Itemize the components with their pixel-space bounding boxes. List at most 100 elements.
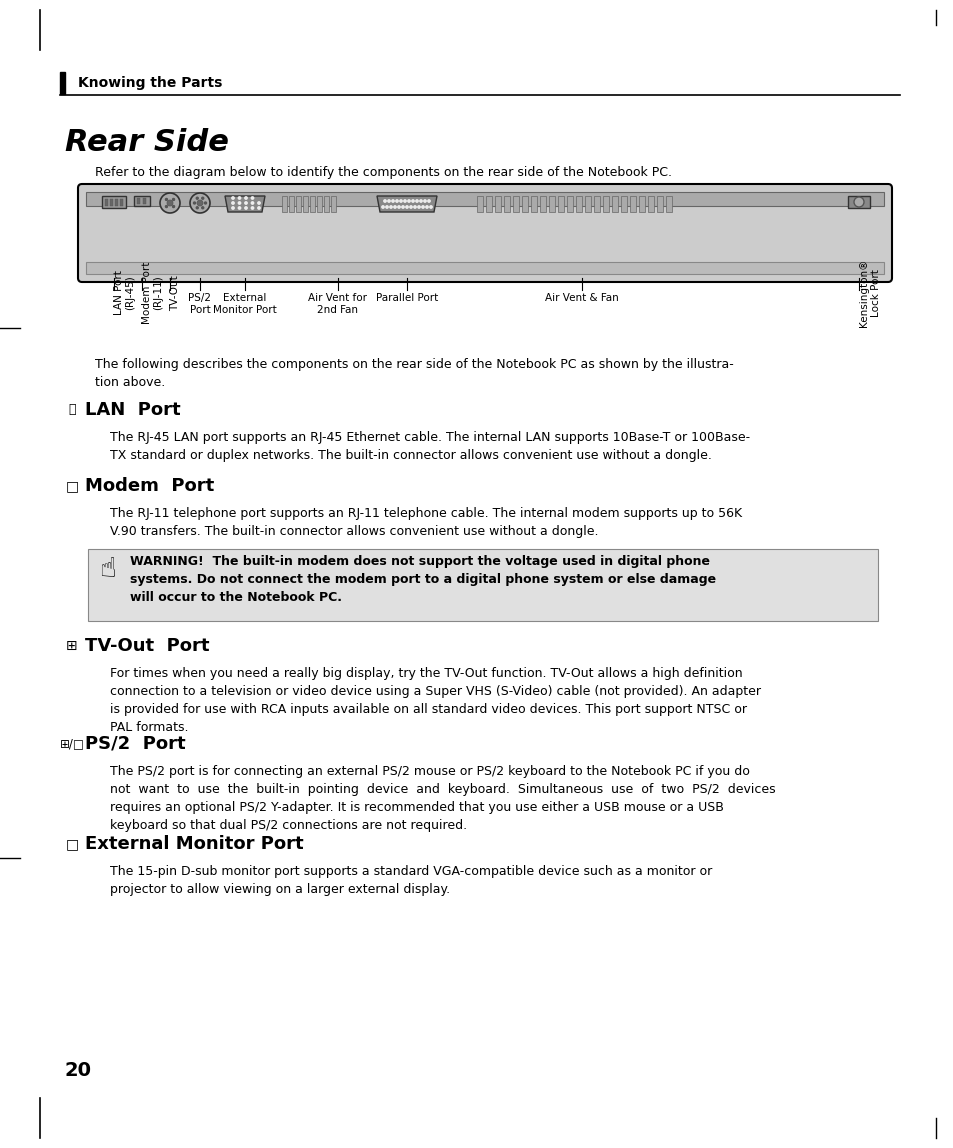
Text: The 15-pin D-sub monitor port supports a standard VGA-compatible device such as : The 15-pin D-sub monitor port supports a… bbox=[110, 864, 712, 895]
Bar bbox=[657, 196, 662, 212]
Text: PS/2
Port: PS/2 Port bbox=[189, 293, 212, 315]
Circle shape bbox=[201, 207, 204, 209]
Bar bbox=[620, 196, 626, 212]
Text: TV-Out: TV-Out bbox=[170, 276, 180, 311]
Bar bbox=[847, 196, 869, 208]
Bar bbox=[316, 196, 322, 212]
Text: ⌖: ⌖ bbox=[69, 403, 75, 416]
Circle shape bbox=[232, 196, 233, 200]
Text: The RJ-11 telephone port supports an RJ-11 telephone cable. The internal modem s: The RJ-11 telephone port supports an RJ-… bbox=[110, 507, 741, 538]
Circle shape bbox=[232, 207, 233, 209]
Polygon shape bbox=[225, 196, 265, 212]
Circle shape bbox=[196, 200, 203, 205]
Circle shape bbox=[204, 202, 206, 204]
Circle shape bbox=[167, 200, 172, 205]
Circle shape bbox=[395, 200, 397, 202]
Bar bbox=[513, 196, 518, 212]
Bar bbox=[88, 549, 877, 621]
Bar bbox=[282, 196, 287, 212]
Circle shape bbox=[201, 197, 204, 200]
Circle shape bbox=[245, 202, 247, 204]
Circle shape bbox=[190, 193, 210, 214]
Text: Rear Side: Rear Side bbox=[65, 127, 229, 157]
Circle shape bbox=[251, 202, 253, 204]
Circle shape bbox=[196, 207, 198, 209]
Bar bbox=[133, 196, 150, 205]
Bar bbox=[86, 262, 883, 274]
Circle shape bbox=[381, 205, 384, 208]
Circle shape bbox=[383, 200, 386, 202]
Circle shape bbox=[196, 197, 198, 200]
Circle shape bbox=[257, 207, 260, 209]
Text: Refer to the diagram below to identify the components on the rear side of the No: Refer to the diagram below to identify t… bbox=[95, 166, 671, 179]
Circle shape bbox=[160, 193, 180, 214]
Polygon shape bbox=[376, 196, 436, 212]
Bar bbox=[602, 196, 608, 212]
Bar bbox=[531, 196, 537, 212]
Bar bbox=[115, 199, 118, 205]
Bar bbox=[639, 196, 644, 212]
Circle shape bbox=[245, 207, 247, 209]
Circle shape bbox=[414, 205, 416, 208]
Bar bbox=[310, 196, 314, 212]
Bar bbox=[60, 72, 65, 94]
Text: Parallel Port: Parallel Port bbox=[375, 293, 437, 303]
Circle shape bbox=[417, 205, 419, 208]
Circle shape bbox=[407, 200, 410, 202]
Bar bbox=[485, 196, 492, 212]
Circle shape bbox=[245, 196, 247, 200]
Bar bbox=[576, 196, 581, 212]
Text: External Monitor Port: External Monitor Port bbox=[85, 835, 303, 853]
Circle shape bbox=[397, 205, 399, 208]
Circle shape bbox=[251, 207, 253, 209]
Bar bbox=[647, 196, 654, 212]
Circle shape bbox=[427, 200, 430, 202]
Circle shape bbox=[425, 205, 428, 208]
Circle shape bbox=[419, 200, 422, 202]
Bar bbox=[584, 196, 590, 212]
Bar bbox=[295, 196, 301, 212]
Bar bbox=[612, 196, 618, 212]
Circle shape bbox=[238, 202, 240, 204]
Bar bbox=[629, 196, 636, 212]
Text: LAN  Port: LAN Port bbox=[85, 401, 180, 419]
Text: Knowing the Parts: Knowing the Parts bbox=[78, 76, 222, 90]
Bar bbox=[594, 196, 599, 212]
Circle shape bbox=[172, 205, 174, 208]
Text: Air Vent & Fan: Air Vent & Fan bbox=[544, 293, 618, 303]
Bar bbox=[665, 196, 671, 212]
Circle shape bbox=[399, 200, 402, 202]
FancyBboxPatch shape bbox=[78, 184, 891, 282]
Bar bbox=[102, 196, 126, 208]
Circle shape bbox=[403, 200, 406, 202]
Circle shape bbox=[401, 205, 404, 208]
Circle shape bbox=[421, 205, 424, 208]
Circle shape bbox=[410, 205, 412, 208]
Text: External
Monitor Port: External Monitor Port bbox=[213, 293, 276, 315]
Text: Modem  Port: Modem Port bbox=[85, 478, 214, 495]
Circle shape bbox=[853, 197, 863, 207]
Text: The PS/2 port is for connecting an external PS/2 mouse or PS/2 keyboard to the N: The PS/2 port is for connecting an exter… bbox=[110, 765, 775, 832]
Circle shape bbox=[165, 199, 168, 201]
Text: Kensington®
Lock Port: Kensington® Lock Port bbox=[858, 258, 880, 327]
Circle shape bbox=[394, 205, 395, 208]
Text: ⊞: ⊞ bbox=[66, 639, 78, 653]
Text: PS/2  Port: PS/2 Port bbox=[85, 735, 186, 753]
Bar bbox=[143, 197, 146, 204]
Bar bbox=[289, 196, 294, 212]
Circle shape bbox=[412, 200, 414, 202]
Text: ⊞/□: ⊞/□ bbox=[59, 737, 85, 750]
Bar bbox=[105, 199, 108, 205]
Text: □: □ bbox=[66, 479, 78, 492]
Bar bbox=[503, 196, 510, 212]
Bar bbox=[521, 196, 527, 212]
Bar bbox=[548, 196, 555, 212]
Circle shape bbox=[387, 200, 390, 202]
Text: The RJ-45 LAN port supports an RJ-45 Ethernet cable. The internal LAN supports 1: The RJ-45 LAN port supports an RJ-45 Eth… bbox=[110, 430, 749, 461]
Circle shape bbox=[193, 202, 195, 204]
Circle shape bbox=[392, 200, 394, 202]
Circle shape bbox=[232, 202, 233, 204]
Bar bbox=[110, 199, 112, 205]
Circle shape bbox=[405, 205, 408, 208]
Circle shape bbox=[165, 205, 168, 208]
